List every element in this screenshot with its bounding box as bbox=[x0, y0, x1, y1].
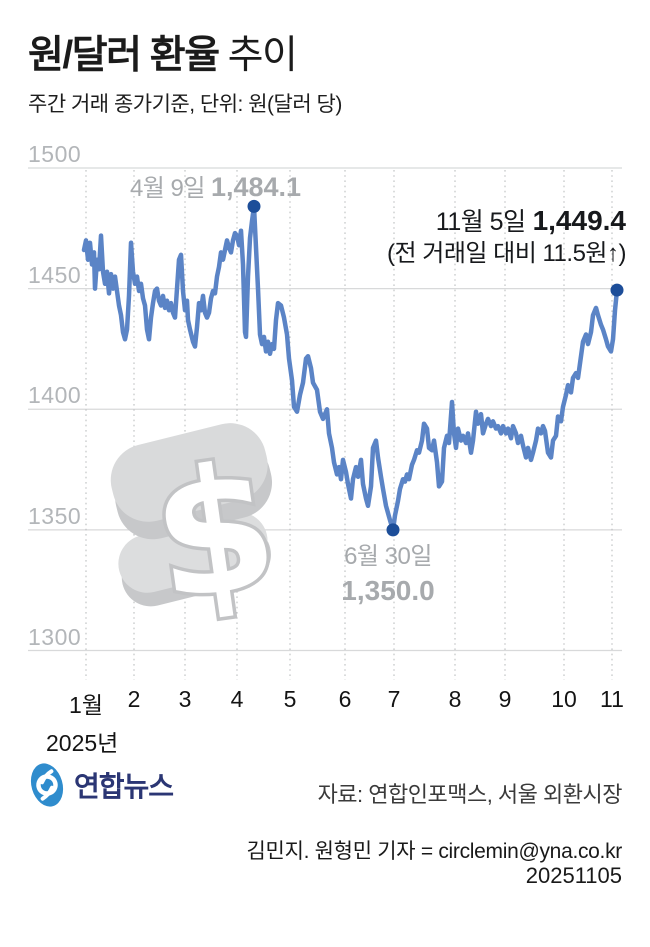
key-point-marker bbox=[247, 199, 261, 213]
key-point-marker bbox=[386, 523, 400, 537]
byline-credit: 김민지. 원형민 기자 = circlemin@yna.co.kr bbox=[246, 840, 623, 863]
annotation-peak-value: 1,484.1 bbox=[210, 172, 302, 202]
yonhap-logo-icon bbox=[30, 763, 64, 807]
key-point-marker bbox=[610, 283, 624, 297]
annotation-current-note: (전 거래일 대비 11.5원↑) bbox=[387, 239, 626, 267]
x-axis-year-label: 2025년 bbox=[46, 730, 119, 756]
annotation-low-value: 1,350.0 bbox=[341, 574, 435, 606]
annotation-low: 6월 30일 1,350.0 bbox=[298, 541, 478, 610]
page-title-sub: 추이 bbox=[227, 34, 298, 77]
series-layer bbox=[81, 199, 624, 537]
page-title: 원/달러 환율 추이 bbox=[28, 24, 298, 80]
page-title-main: 원/달러 환율 bbox=[28, 34, 220, 77]
publisher-logo: 연합뉴스 bbox=[28, 760, 174, 810]
exchange-rate-line bbox=[81, 204, 620, 533]
annotation-current-date: 11월 5일 bbox=[435, 208, 526, 236]
data-source: 자료: 연합인포맥스, 서울 외환시장 bbox=[317, 782, 623, 807]
chart-subtitle: 주간 거래 종가기준, 단위: 원(달러 당) bbox=[28, 93, 342, 116]
annotation-low-date: 6월 30일 bbox=[344, 543, 432, 570]
date-code: 20251105 bbox=[525, 863, 622, 888]
annotation-current-value: 1,449.4 bbox=[532, 205, 626, 236]
annotation-peak: 4월 9일 1,484.1 bbox=[103, 168, 328, 203]
annotation-current: 11월 5일 1,449.4 (전 거래일 대비 11.5원↑) bbox=[387, 203, 626, 270]
dollar-3d-watermark-icon: $ bbox=[110, 421, 291, 644]
annotation-peak-date: 4월 9일 bbox=[129, 175, 206, 202]
publisher-name: 연합뉴스 bbox=[74, 771, 174, 802]
